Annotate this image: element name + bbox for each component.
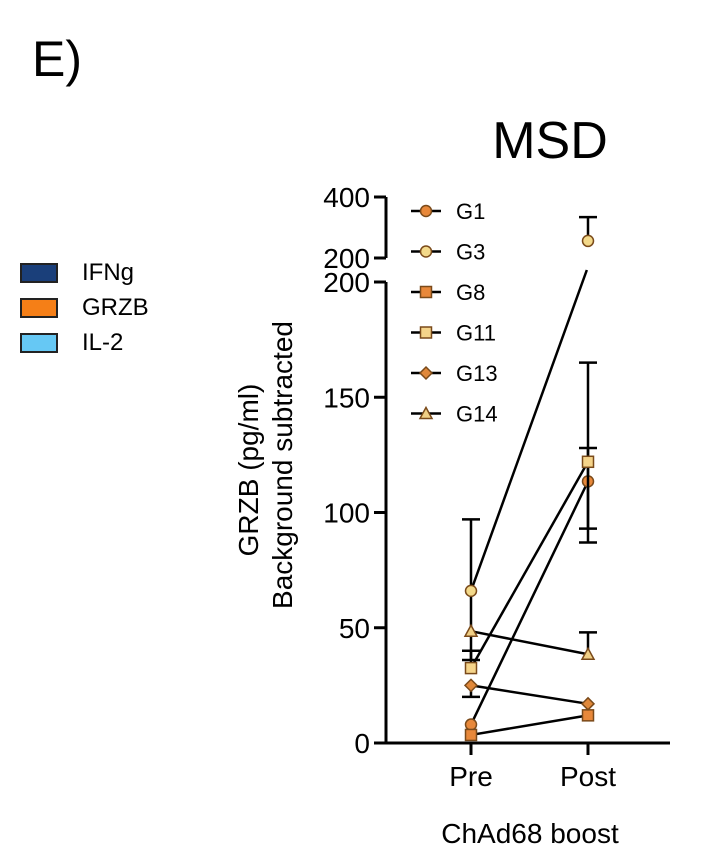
y-tick-label: 200	[323, 267, 370, 298]
legend-marker	[418, 405, 434, 420]
legend-item-g11: G11	[411, 321, 496, 346]
series-line	[469, 480, 590, 726]
data-point	[464, 718, 478, 731]
series-line	[469, 461, 590, 669]
legend-label: G11	[456, 321, 496, 346]
swatch	[20, 332, 58, 353]
legend-label: G13	[456, 361, 498, 386]
y-tick-label: 200	[323, 243, 370, 274]
swatch	[20, 262, 58, 283]
data-point	[463, 623, 479, 637]
legend-label: IFNg	[82, 258, 135, 286]
y-tick-label: 50	[339, 613, 370, 644]
legend-label: G1	[456, 199, 485, 224]
legend-item-g8: G8	[411, 280, 485, 305]
y-axis-label-1: GRZB (pg/ml)	[233, 384, 264, 557]
data-point	[581, 455, 595, 469]
legend-item-g13: G13	[411, 361, 498, 386]
legend-item-g1: G1	[411, 199, 485, 224]
legend-marker	[419, 326, 433, 339]
data-point	[580, 696, 596, 711]
series-line	[470, 684, 589, 706]
data-point	[463, 678, 479, 693]
y-tick-label: 400	[323, 182, 370, 213]
legend-label: G3	[456, 240, 485, 265]
data-point	[581, 709, 595, 722]
x-axis-label: ChAd68 boost	[441, 818, 619, 849]
legend-marker	[418, 365, 434, 381]
legend-label: IL-2	[82, 328, 124, 356]
legend-label: G8	[456, 280, 485, 305]
y-axis-label-2: Background subtracted	[267, 321, 298, 609]
x-tick-label: Pre	[449, 761, 493, 792]
cytokine-legend: IFNg GRZB IL-2	[20, 255, 149, 360]
data-point	[580, 646, 596, 661]
series-line	[470, 714, 589, 737]
legend-item-grzb: GRZB	[20, 290, 149, 325]
series-line	[469, 269, 589, 592]
data-point	[464, 584, 478, 598]
series-line	[470, 629, 589, 656]
swatch	[20, 297, 58, 318]
legend-item-g14: G14	[411, 402, 498, 427]
data-point	[581, 234, 595, 248]
legend-item-g3: G3	[411, 240, 485, 265]
x-tick-label: Post	[560, 761, 616, 792]
legend-marker	[419, 245, 433, 258]
series-g11	[462, 361, 597, 675]
legend-item-ifng: IFNg	[20, 255, 149, 290]
series-g13	[462, 678, 596, 711]
series-g8	[464, 709, 595, 742]
legend-marker	[419, 285, 433, 299]
data-point	[464, 661, 478, 675]
y-tick-label: 100	[323, 498, 370, 529]
y-tick-label: 150	[323, 382, 370, 413]
legend-item-il2: IL-2	[20, 325, 149, 360]
data-point	[464, 728, 478, 742]
panel-label: E)	[32, 31, 82, 87]
chart-title: MSD	[492, 112, 608, 170]
y-tick-label: 0	[354, 728, 370, 759]
legend-label: GRZB	[82, 293, 149, 321]
legend-marker	[419, 204, 433, 218]
series-g14	[463, 623, 597, 661]
legend-label: G14	[456, 402, 498, 427]
